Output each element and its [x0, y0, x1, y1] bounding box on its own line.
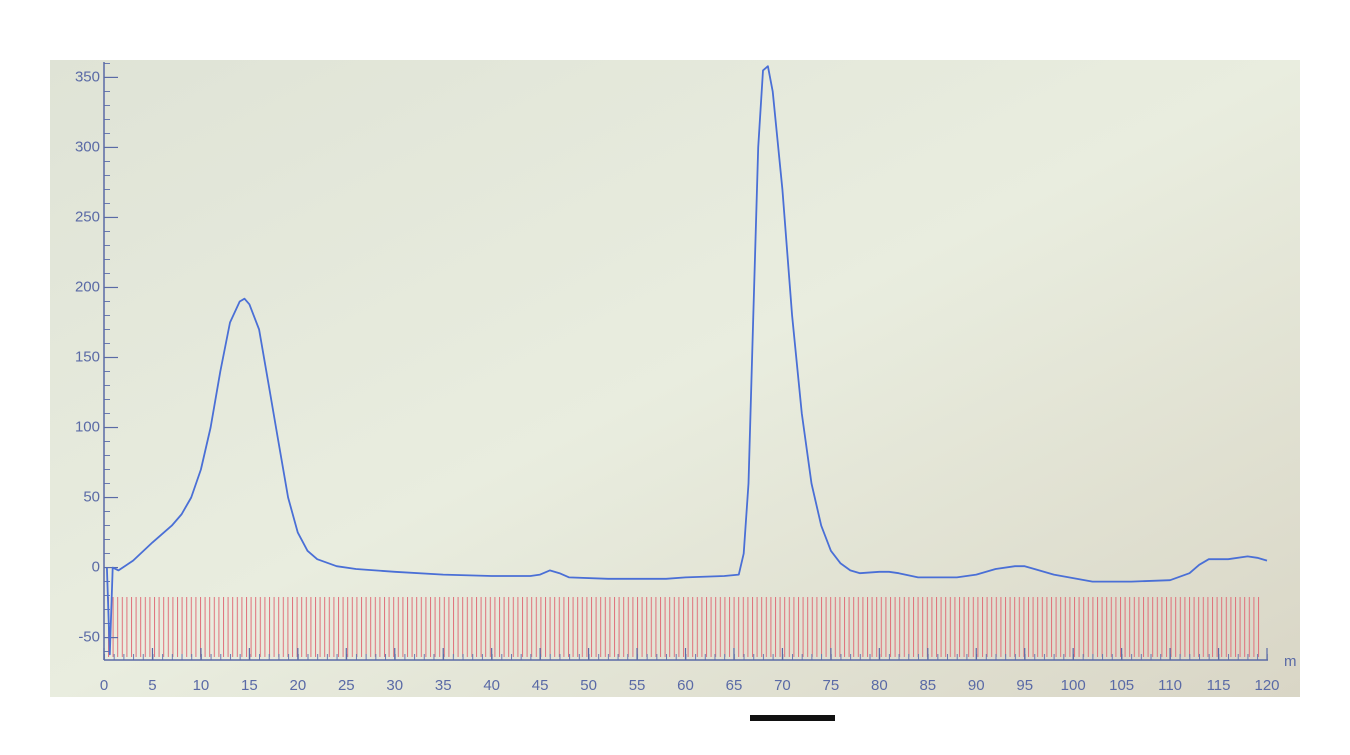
y-tick-label: 350	[75, 68, 100, 85]
y-minor-ticks	[104, 62, 110, 660]
x-tick-label: 55	[629, 677, 646, 694]
x-tick-label: 120	[1254, 677, 1279, 694]
x-tick-label: 45	[532, 677, 549, 694]
x-tick-label: 70	[774, 677, 791, 694]
y-tick-label: 250	[75, 208, 100, 225]
data-line	[106, 65, 1268, 656]
x-tick-label: 95	[1016, 677, 1033, 694]
x-tick-label: 115	[1207, 677, 1231, 694]
x-tick-label: 50	[580, 677, 597, 694]
x-tick-label: 35	[435, 677, 452, 694]
x-tick-label: 5	[148, 677, 156, 694]
x-tick-label: 15	[241, 677, 258, 694]
x-tick-label: 20	[289, 677, 306, 694]
x-tick-label: 0	[100, 677, 108, 694]
x-tick-label: 90	[968, 677, 985, 694]
y-tick-label: 150	[75, 348, 100, 365]
y-tick-label: 300	[75, 138, 100, 155]
x-tick-label: 105	[1109, 677, 1134, 694]
y-tick-label: 200	[75, 278, 100, 295]
y-tick-label: 50	[83, 489, 100, 506]
x-axis-label: m	[1284, 653, 1297, 670]
y-tick-label: 0	[92, 559, 100, 576]
x-tick-label: 100	[1061, 677, 1086, 694]
x-tick-label: 10	[193, 677, 210, 694]
x-minor-ticks	[104, 654, 1269, 660]
x-tick-label: 65	[726, 677, 743, 694]
screen-background	[50, 60, 1300, 697]
x-tick-label: 30	[386, 677, 403, 694]
y-tick-label: 100	[75, 418, 100, 435]
x-tick-label: 40	[483, 677, 500, 694]
x-tick-label: 85	[919, 677, 936, 694]
fraction-markers	[108, 597, 1262, 657]
x-tick-label: 75	[823, 677, 840, 694]
x-tick-label: 110	[1158, 677, 1182, 694]
x-tick-label: 60	[677, 677, 694, 694]
x-tick-label: 25	[338, 677, 355, 694]
scale-bar	[750, 715, 835, 721]
x-tick-label: 80	[871, 677, 888, 694]
y-tick-label: -50	[78, 629, 100, 646]
